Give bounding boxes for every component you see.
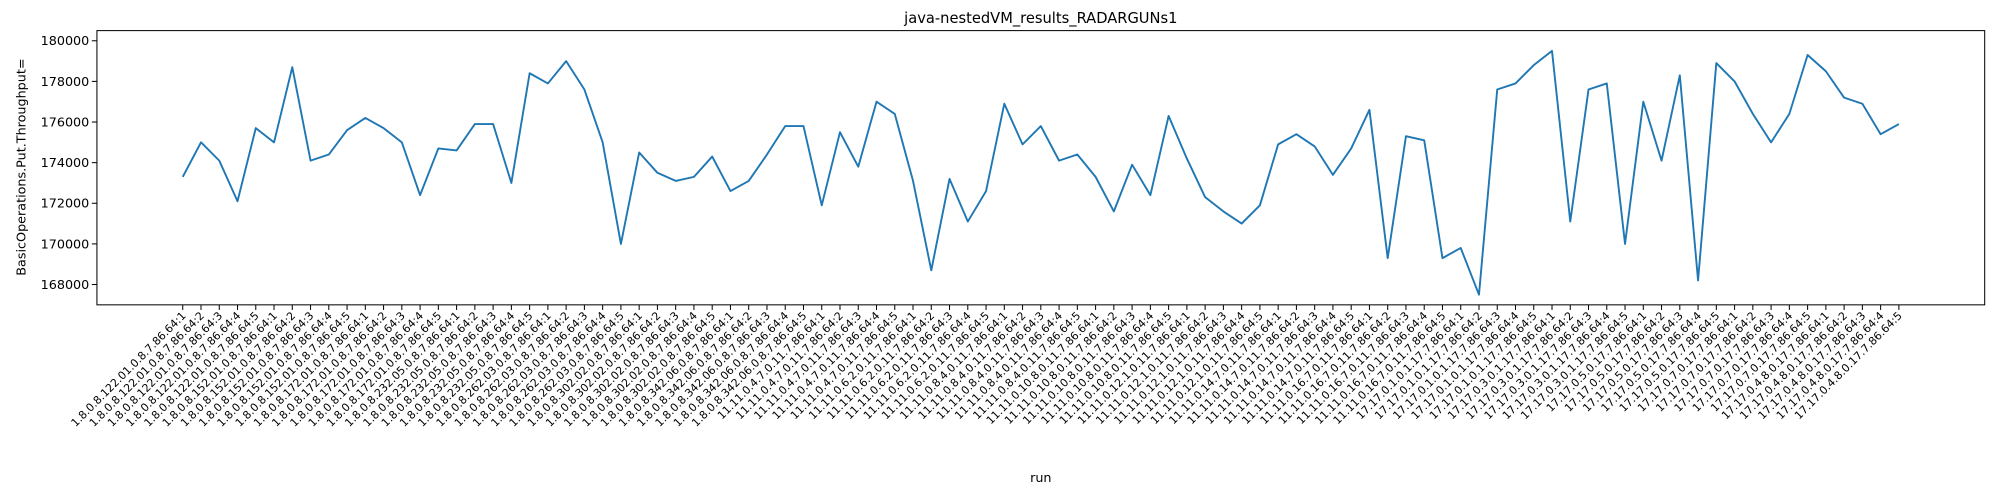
y-tick-label: 170000 [41, 237, 90, 252]
chart-title: java-nestedVM_results_RADARGUNs1 [903, 10, 1177, 27]
x-axis-label: run [1030, 471, 1051, 486]
y-axis-label: BasicOperations.Put.Throughput= [15, 58, 30, 275]
y-tick-label: 176000 [41, 115, 90, 130]
data-line [181, 49, 1900, 296]
y-tick-label: 180000 [41, 34, 90, 49]
y-tick-label: 168000 [41, 278, 90, 293]
y-tick-label: 174000 [41, 156, 90, 171]
y-tick-label: 178000 [41, 75, 90, 90]
plot-frame [96, 30, 1986, 306]
y-tick-label: 172000 [41, 197, 90, 212]
